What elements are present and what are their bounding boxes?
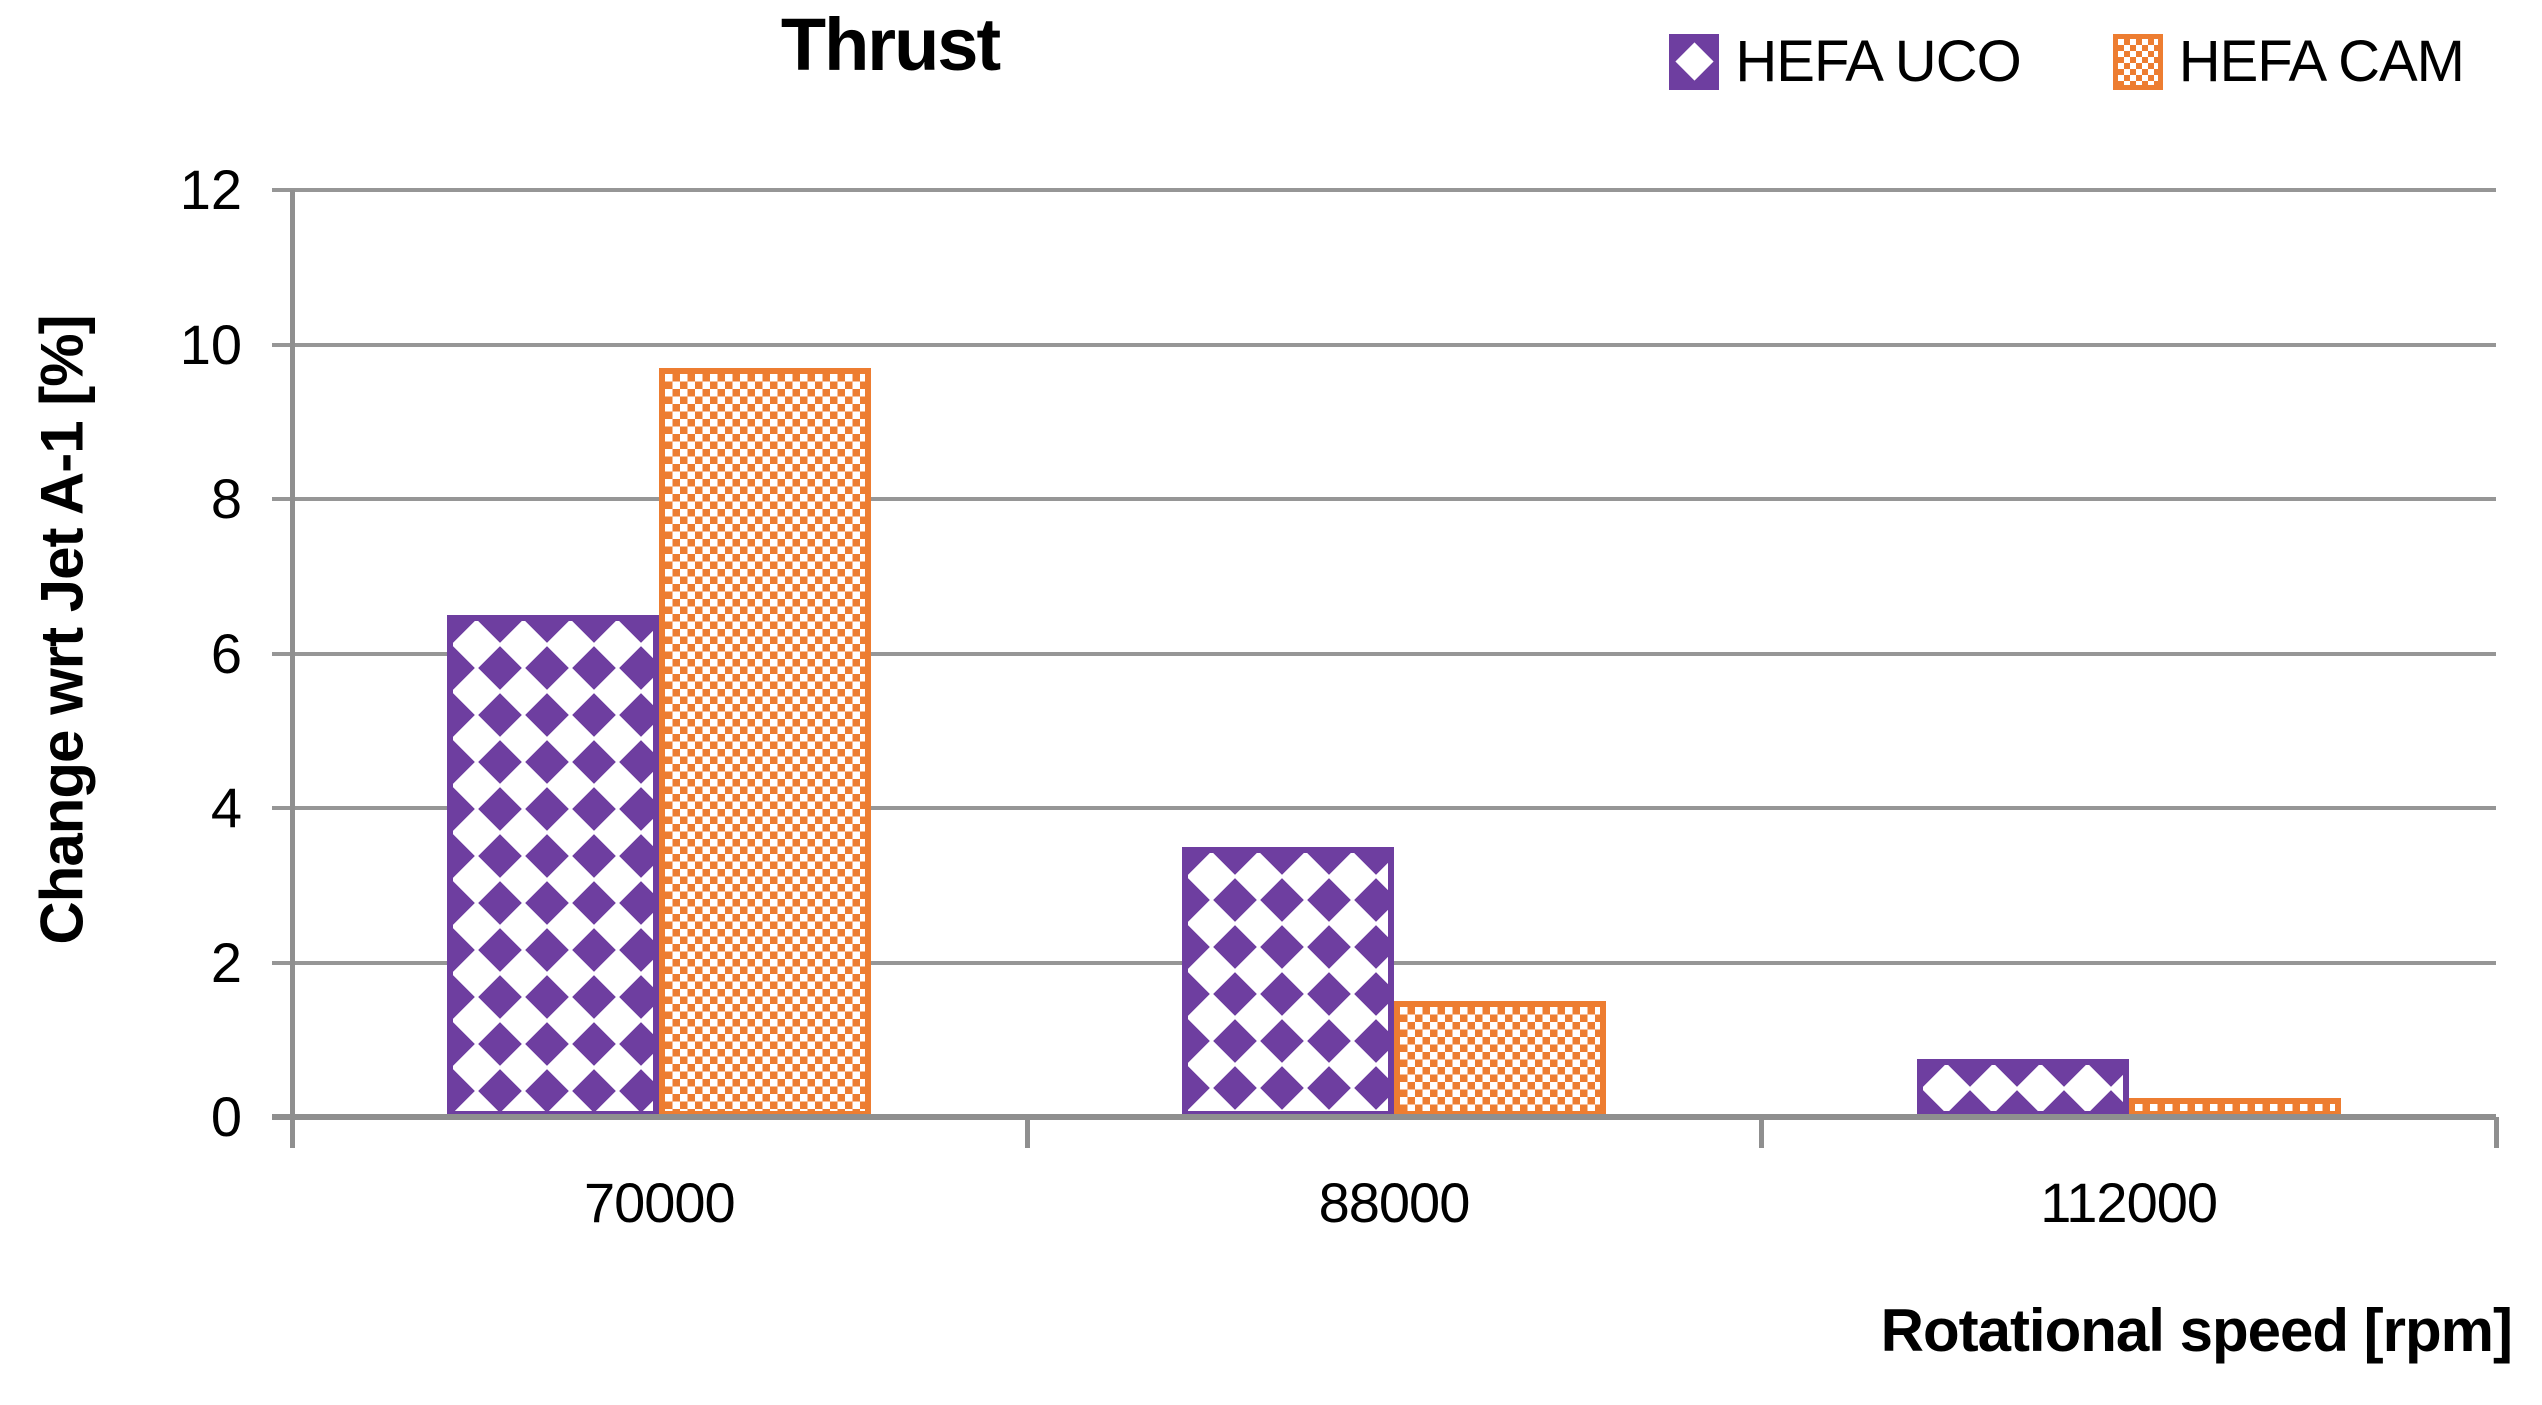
bar-hefa-cam-112000	[2128, 1097, 2341, 1117]
x-axis-line	[272, 1114, 2496, 1120]
bar-hefa-uco-112000	[1916, 1059, 2129, 1117]
gridline-8	[272, 497, 2496, 501]
x-axis-tick	[1024, 1117, 1030, 1148]
chart-title: Thrust	[780, 3, 1001, 86]
xtick-label-112000: 112000	[2040, 1171, 2218, 1234]
bar-hefa-cam-70000	[659, 367, 872, 1117]
legend-label-hefa-uco: HEFA UCO	[1735, 29, 2021, 94]
diamond-glyph-icon	[1675, 42, 1714, 81]
ytick-label-6: 6	[210, 621, 242, 685]
gridline-10	[272, 342, 2496, 347]
y-axis-line	[290, 190, 295, 1148]
ytick-label-2: 2	[210, 930, 242, 994]
bar-hefa-uco-88000	[1182, 846, 1394, 1117]
legend: HEFA UCO HEFA CAM	[1669, 28, 2465, 95]
legend-swatch-diamond-icon	[1669, 33, 1720, 90]
x-axis-title: Rotational speed [rpm]	[1880, 1297, 2513, 1364]
ytick-label-10: 10	[179, 312, 242, 376]
bar-hefa-cam-88000	[1394, 1001, 1606, 1117]
ytick-label-0: 0	[210, 1085, 242, 1148]
xtick-label-70000: 70000	[583, 1171, 736, 1234]
x-axis-tick	[2494, 1117, 2499, 1148]
y-axis-title: Change wrt Jet A-1 [%]	[28, 315, 96, 945]
xtick-label-88000: 88000	[1318, 1171, 1471, 1234]
legend-swatch-checker-icon	[2112, 33, 2163, 90]
x-axis-tick	[1759, 1117, 1765, 1148]
legend-item-hefa-cam: HEFA CAM	[2112, 28, 2465, 95]
gridline-6	[272, 651, 2496, 656]
ytick-label-4: 4	[210, 776, 242, 839]
bar-hefa-uco-70000	[447, 614, 660, 1117]
legend-label-hefa-cam: HEFA CAM	[2178, 29, 2465, 94]
legend-item-hefa-uco: HEFA UCO	[1669, 28, 2022, 95]
gridline-12	[272, 188, 2496, 192]
ytick-label-8: 8	[210, 467, 242, 530]
ytick-label-12: 12	[179, 158, 242, 221]
gridline-4	[272, 806, 2496, 810]
